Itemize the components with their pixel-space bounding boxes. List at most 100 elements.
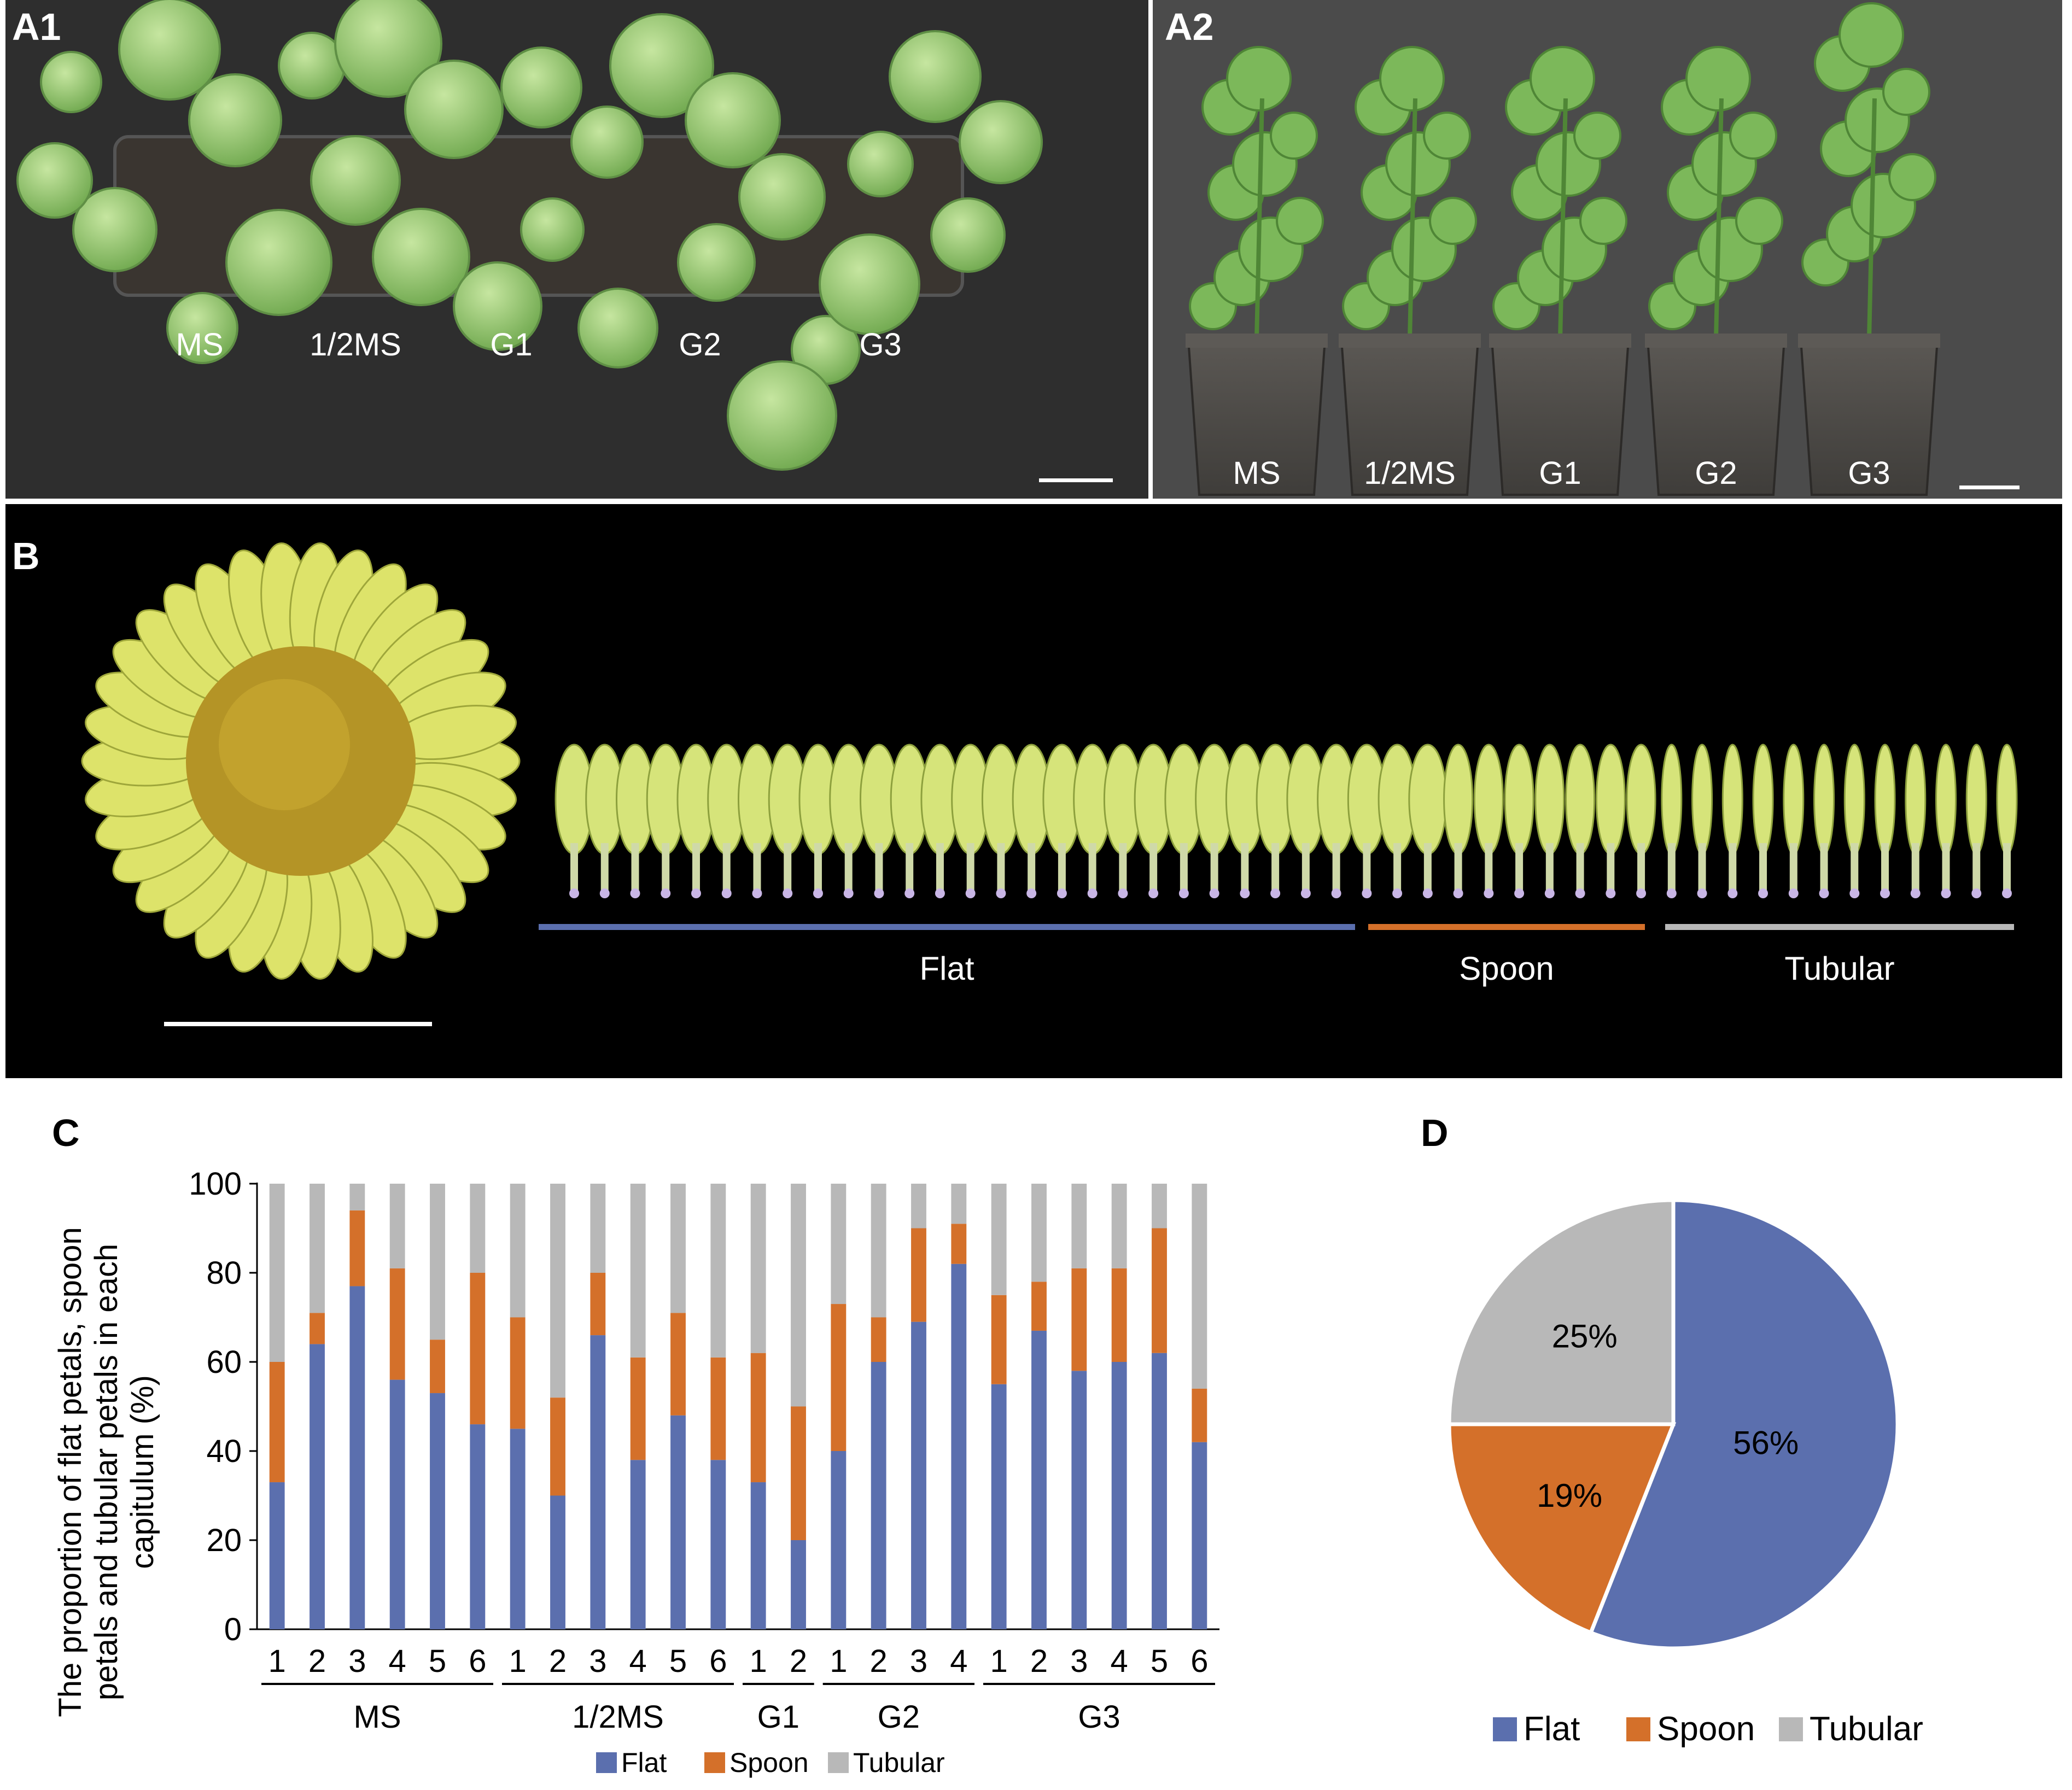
pie-legend-swatch-tubular: [1779, 1717, 1803, 1741]
leaf-shape: [570, 106, 644, 179]
pie-legend-swatch-spoon: [1626, 1717, 1650, 1741]
bar-flat-g2-4: [951, 1263, 967, 1629]
leaf-shape: [500, 46, 582, 128]
leaf-shape: [1226, 46, 1292, 112]
leaf-shape: [404, 60, 504, 159]
petal-tip: [904, 888, 915, 898]
leaf-shape: [819, 233, 920, 335]
leaf-shape: [930, 197, 1006, 273]
petal-base: [784, 843, 792, 892]
petal-tip: [1148, 888, 1159, 898]
petal-tip: [1697, 888, 1707, 898]
petal-tip: [1453, 888, 1463, 898]
bar-spoon-ms-5: [430, 1339, 445, 1394]
x-tick-label: 3: [910, 1643, 927, 1679]
panel-b-photo: Flat Spoon Tubular B: [5, 504, 2062, 1078]
x-tick-label: 2: [549, 1643, 567, 1679]
petal-tip: [1240, 888, 1250, 898]
bar-flat-g3-5: [1152, 1353, 1167, 1629]
bar-flat-1-2ms-4: [630, 1460, 646, 1629]
x-tick-label: 3: [348, 1643, 366, 1679]
bar-flat-g2-3: [911, 1321, 926, 1629]
petal-base: [1088, 843, 1096, 892]
x-tick-label: 1: [750, 1643, 767, 1679]
isolated-petal: [1595, 744, 1626, 855]
petal-base: [1607, 843, 1615, 892]
isolated-petal: [1935, 744, 1957, 855]
a2-pot-rim: [1339, 334, 1481, 348]
isolated-petal: [1473, 744, 1504, 855]
bar-flat-g2-2: [871, 1362, 886, 1629]
isolated-petal: [1874, 744, 1896, 855]
leaf-shape: [1530, 46, 1595, 112]
petal-tip: [1819, 888, 1829, 898]
petal-category-bar: [1368, 924, 1645, 930]
petal-base: [1545, 843, 1554, 892]
plant-stem: [1558, 98, 1568, 340]
petal-base: [1911, 843, 1919, 892]
panel-label-a2: A2: [1165, 5, 1214, 48]
petal-tip: [1575, 888, 1585, 898]
petal-tip: [1544, 888, 1555, 898]
bar-flat-ms-2: [310, 1344, 325, 1629]
y-tick-label: 40: [206, 1434, 242, 1469]
petal-tip: [1209, 888, 1219, 898]
isolated-petal: [1534, 744, 1565, 855]
bar-spoon-ms-2: [310, 1313, 325, 1344]
leaf-shape: [72, 187, 157, 272]
petal-base: [966, 843, 974, 892]
a2-pot-label: 1/2MS: [1364, 455, 1456, 491]
bar-flat-ms-6: [470, 1424, 486, 1629]
bar-spoon-1-2ms-2: [550, 1397, 565, 1496]
bar-spoon-1-2ms-6: [710, 1357, 726, 1460]
x-tick-label: 2: [790, 1643, 807, 1679]
a1-pot-label: G1: [490, 327, 532, 362]
isolated-petal: [1565, 744, 1596, 855]
petal-tip: [1484, 888, 1494, 898]
isolated-petal: [1626, 744, 1656, 855]
isolated-petal: [1813, 744, 1835, 855]
y-tick-label: 0: [224, 1612, 242, 1647]
bar-flat-ms-1: [269, 1482, 285, 1629]
leaf-shape: [1429, 197, 1477, 245]
bar-spoon-g2-2: [871, 1317, 886, 1362]
bar-flat-ms-5: [430, 1393, 445, 1629]
y-axis-title-line: The proportion of flat petals, spoon: [52, 1227, 88, 1717]
a2-scale-bar: [1959, 485, 2020, 489]
y-tick-label: 60: [206, 1344, 242, 1380]
leaf-shape: [685, 72, 781, 168]
petal-base: [1729, 843, 1737, 892]
petal-base: [1942, 843, 1950, 892]
y-tick-label: 20: [206, 1523, 242, 1558]
a2-pot-rim: [1489, 334, 1631, 348]
leaf-shape: [889, 30, 982, 123]
petal-base: [1972, 843, 1981, 892]
bar-tubular-1-2ms-2: [550, 1184, 565, 1398]
petal-base: [692, 843, 700, 892]
petal-tip: [1514, 888, 1525, 898]
bar-tubular-1-2ms-5: [670, 1184, 686, 1313]
petal-base: [1241, 843, 1249, 892]
petal-base: [1820, 843, 1828, 892]
petal-tip: [1636, 888, 1647, 898]
leaf-shape: [118, 0, 221, 101]
petal-tip: [630, 888, 640, 898]
petal-tip: [935, 888, 945, 898]
petal-tip: [1087, 888, 1098, 898]
isolated-petal: [1408, 744, 1448, 855]
bar-flat-1-2ms-3: [590, 1335, 606, 1629]
petal-base: [1363, 843, 1371, 892]
leaf-shape: [609, 13, 714, 118]
petal-tip: [1178, 888, 1189, 898]
a1-pot-label: 1/2MS: [310, 327, 401, 362]
petal-tip: [1118, 888, 1128, 898]
flower-center-highlight: [219, 679, 350, 810]
isolated-petal: [1691, 744, 1713, 855]
petal-base: [844, 843, 853, 892]
leaf-shape: [1735, 197, 1783, 245]
bar-flat-1-2ms-6: [710, 1460, 726, 1629]
x-tick-label: 4: [629, 1643, 647, 1679]
bar-flat-g1-2: [791, 1540, 806, 1629]
leaf-shape: [1423, 112, 1471, 160]
petal-tip: [1727, 888, 1738, 898]
